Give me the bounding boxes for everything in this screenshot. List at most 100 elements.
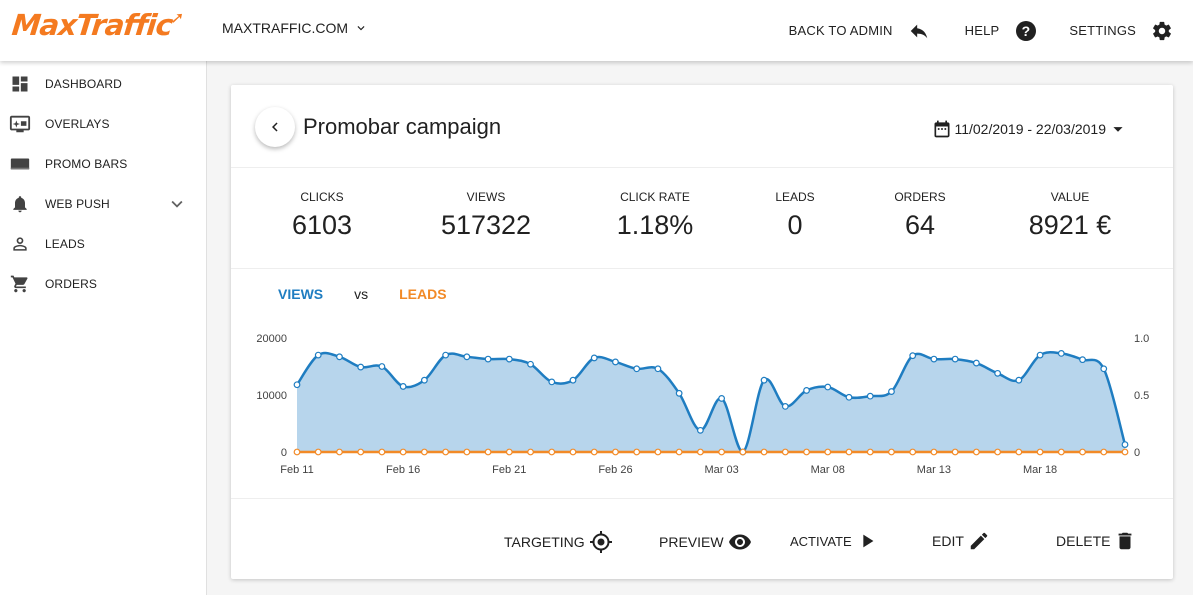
- back-to-admin-button[interactable]: BACK TO ADMIN: [789, 20, 930, 42]
- cart-icon: [9, 273, 31, 295]
- help-icon: ?: [1016, 20, 1037, 41]
- back-button[interactable]: [255, 107, 295, 147]
- play-icon: [862, 534, 874, 548]
- sidebar-item-label: WEB PUSH: [45, 197, 110, 211]
- views-point: [1079, 356, 1086, 364]
- stat-value: 64: [904, 210, 936, 240]
- help-button[interactable]: HELP ?: [965, 19, 1039, 43]
- leads-point: [739, 448, 747, 456]
- sidebar-item-overlays[interactable]: OVERLAYS: [0, 104, 206, 144]
- y-right-tick-label: 0.5: [1134, 390, 1149, 402]
- views-point: [357, 363, 365, 371]
- leads-point: [314, 448, 322, 456]
- views-point: [420, 376, 428, 384]
- views-point: [696, 426, 704, 434]
- stat-label: VIEWS: [466, 190, 506, 204]
- stat-value: 1.18%: [616, 210, 694, 240]
- calendar-icon: [934, 120, 950, 138]
- eye-icon: [728, 534, 751, 550]
- domain-selector[interactable]: MAXTRAFFIC.COM: [222, 20, 368, 36]
- leads-point: [909, 448, 917, 456]
- bell-icon: [9, 193, 31, 215]
- x-tick-label: Mar 13: [917, 464, 951, 476]
- stat-label: VALUE: [1050, 190, 1090, 204]
- views-point: [527, 360, 534, 368]
- views-point: [994, 369, 1002, 377]
- sidebar-item-orders[interactable]: ORDERS: [0, 264, 206, 304]
- delete-button[interactable]: DELETE: [1056, 530, 1136, 552]
- top-nav: BACK TO ADMIN HELP ? SETTINGS: [789, 0, 1193, 61]
- leads-point: [760, 448, 768, 456]
- sidebar-item-promo-bars[interactable]: PROMO BARS: [0, 144, 206, 184]
- action-bar: TARGETING PREVIEW ACTIVATE EDIT DELETE: [231, 500, 1173, 579]
- sidebar-item-leads[interactable]: LEADS: [0, 224, 206, 264]
- views-point: [548, 378, 556, 386]
- sidebar-item-dashboard[interactable]: DASHBOARD: [0, 64, 206, 104]
- leads-point: [357, 448, 365, 456]
- settings-button[interactable]: SETTINGS: [1069, 20, 1173, 42]
- leads-point: [590, 448, 598, 456]
- leads-point: [951, 448, 959, 456]
- logo[interactable]: MaxTraffic➚: [10, 8, 185, 42]
- views-point: [293, 381, 301, 389]
- chevron-down-icon[interactable]: [166, 193, 188, 215]
- domain-label: MAXTRAFFIC.COM: [222, 20, 348, 36]
- y-left-tick-label: 0: [281, 447, 287, 459]
- sidebar: DASHBOARD OVERLAYS PROMO BARS WEB PUSH L…: [0, 61, 207, 595]
- pencil-icon: [970, 532, 988, 550]
- x-tick-label: Mar 18: [1023, 464, 1057, 476]
- date-range-picker[interactable]: 11/02/2019 - 22/03/2019: [932, 118, 1129, 140]
- targeting-button[interactable]: TARGETING: [504, 530, 613, 554]
- trash-icon: [1119, 532, 1132, 550]
- leads-point: [1079, 448, 1086, 456]
- campaign-card: Promobar campaign 11/02/2019 - 22/03/201…: [231, 85, 1173, 579]
- leads-point: [845, 448, 853, 456]
- leads-point: [463, 448, 471, 456]
- preview-button[interactable]: PREVIEW: [659, 530, 752, 554]
- leads-point: [505, 448, 513, 456]
- stat-label: ORDERS: [894, 190, 946, 204]
- leads-point: [803, 448, 810, 456]
- views-point: [803, 387, 810, 394]
- leads-point: [781, 448, 789, 456]
- overlay-screen-icon: [9, 113, 31, 135]
- views-vs-leads-chart: VIEWS vs LEADS 20000 10000 0 1.0 0.5 0 Feb 11 F…: [231, 270, 1173, 499]
- stat-value: 8921 €: [1028, 210, 1112, 240]
- leads-point: [484, 448, 492, 456]
- legend-vs: vs: [354, 286, 369, 302]
- views-point: [972, 359, 980, 367]
- legend-leads[interactable]: LEADS: [399, 286, 447, 302]
- leads-point: [1015, 448, 1023, 456]
- leads-point: [972, 448, 980, 456]
- leads-point: [888, 448, 895, 456]
- views-point: [1036, 351, 1044, 359]
- views-point: [463, 353, 471, 361]
- svg-text:?: ?: [1022, 23, 1031, 39]
- activate-button[interactable]: ACTIVATE: [790, 530, 878, 552]
- views-point: [718, 395, 726, 402]
- views-point: [675, 389, 683, 397]
- legend-views[interactable]: VIEWS: [278, 286, 324, 302]
- back-to-admin-label: BACK TO ADMIN: [788, 23, 893, 38]
- views-area: [297, 352, 1125, 452]
- views-point: [314, 351, 322, 359]
- views-point: [612, 358, 619, 366]
- views-point: [505, 355, 513, 363]
- stat-label: CLICKS: [300, 190, 344, 204]
- sidebar-item-label: DASHBOARD: [45, 77, 122, 91]
- views-point: [590, 354, 598, 362]
- views-point: [378, 363, 386, 370]
- leads-point: [675, 448, 683, 456]
- x-tick-label: Mar 03: [704, 464, 738, 476]
- help-label: HELP: [964, 23, 1000, 38]
- x-tick-label: Feb 26: [598, 464, 632, 476]
- sidebar-item-web-push[interactable]: WEB PUSH: [0, 184, 206, 224]
- leads-point: [1100, 448, 1108, 456]
- stat-label: LEADS: [775, 190, 815, 204]
- leads-point: [569, 448, 577, 456]
- edit-button[interactable]: EDIT: [932, 530, 990, 552]
- leads-point: [1057, 448, 1065, 456]
- x-tick-label: Feb 21: [492, 464, 526, 476]
- delete-label: DELETE: [1056, 533, 1111, 549]
- leads-point: [612, 448, 619, 456]
